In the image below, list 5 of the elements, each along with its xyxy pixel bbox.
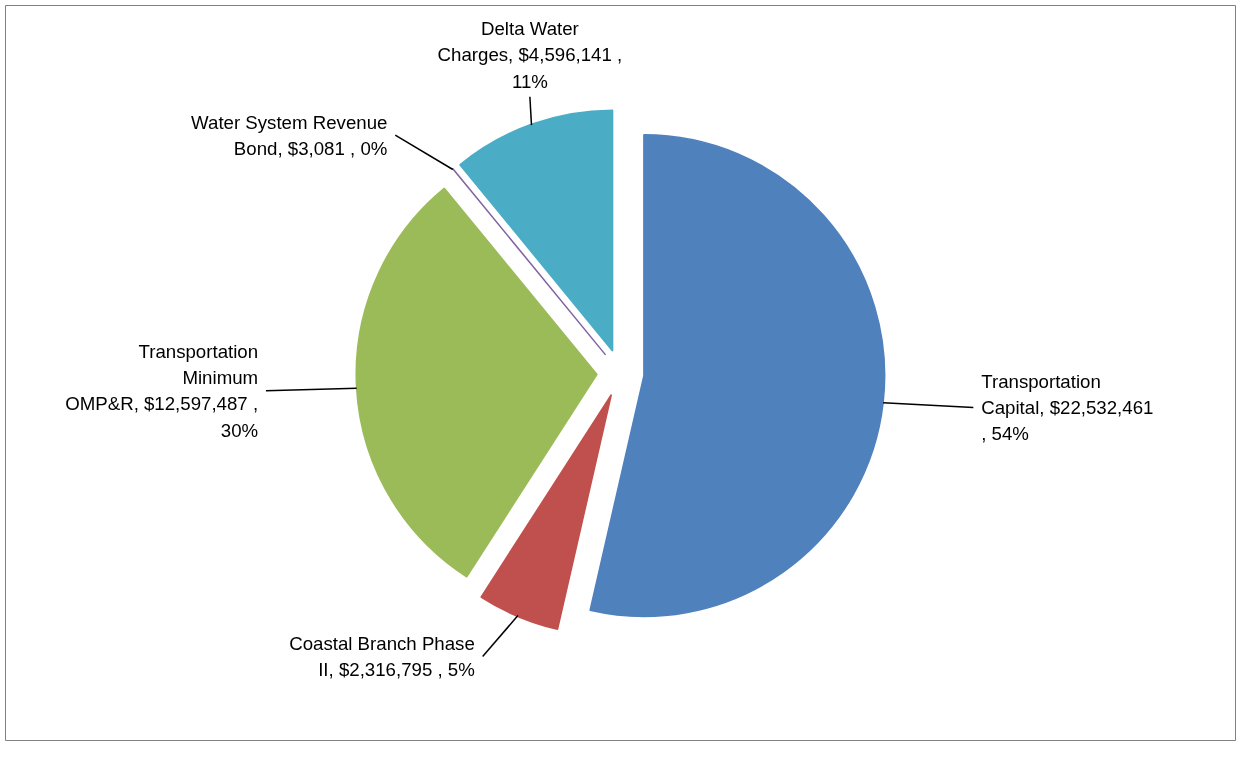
slice-label: Transportation Minimum OMP&R, $12,597,487 , 30%	[65, 340, 259, 441]
slice-label: Transportation Capital, $22,532,461 , 54%	[981, 370, 1154, 445]
slice-label: Coastal Branch Phase II, $2,316,795 , 5%	[289, 632, 475, 681]
slice-label: Water System Revenue Bond, $3,081 , 0%	[191, 111, 388, 159]
slice-label: Delta Water Charges, $4,596,141 , 11%	[437, 18, 623, 92]
